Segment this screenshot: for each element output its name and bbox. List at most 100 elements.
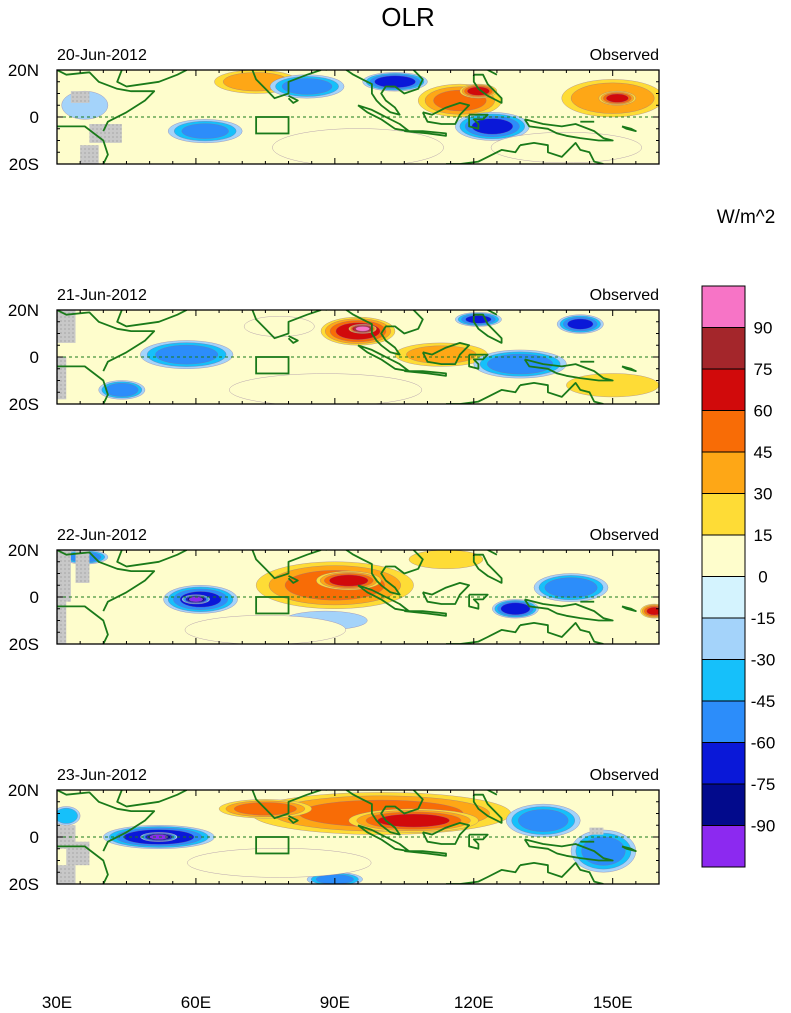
anomaly-blob (269, 74, 345, 99)
y-tick-label: 20S (9, 635, 39, 654)
anomaly-blob (316, 570, 382, 591)
colorbar-label: 15 (754, 526, 773, 545)
anomaly-level (487, 353, 553, 375)
missing-data-area (57, 550, 71, 602)
anomaly-blob (598, 90, 636, 106)
panels-group: 20N 0 20S 20-Jun-2012 Observed 20N 0 20S 21-Jun-… (8, 47, 660, 894)
missing-data-area (89, 124, 122, 143)
panel-1: 20N 0 20S 20-Jun-2012 Observed (8, 47, 660, 174)
coastline (116, 550, 188, 568)
coastlines (57, 310, 637, 404)
colorbar-swatch (701, 410, 746, 453)
panel-label: Observed (590, 527, 659, 544)
panel-label: Observed (590, 767, 659, 784)
colorbar-swatch (701, 534, 746, 577)
colorbar-swatch (701, 327, 746, 370)
coastline (468, 833, 489, 850)
panel-label: Observed (590, 287, 659, 304)
panel-4: 20N 0 20S 23-Jun-2012 Observed (8, 767, 660, 894)
coastline (621, 845, 637, 852)
missing-data-area (57, 865, 76, 884)
anomaly-blob (408, 550, 484, 569)
coastline (446, 384, 521, 404)
coastline (472, 313, 503, 344)
anomaly-blob (490, 132, 642, 163)
colorbar-label: 60 (754, 402, 773, 421)
colorbar-label: 30 (754, 485, 773, 504)
highlight-box (255, 596, 290, 615)
anomaly-level (606, 93, 629, 103)
colorbar-swatch (701, 742, 746, 785)
panel-label: Observed (590, 47, 659, 64)
coastline (621, 605, 637, 612)
anomaly-blob (243, 316, 315, 337)
y-tick-label: 20N (8, 541, 39, 560)
anomaly-blob (184, 615, 346, 644)
anomaly-level (155, 344, 219, 365)
coastline (487, 310, 498, 316)
colorbar-swatch (701, 493, 746, 536)
colorbar-swatch (701, 576, 746, 619)
coastline (523, 118, 614, 142)
highlight-box (255, 836, 290, 855)
anomaly-blob (187, 848, 372, 878)
coastlines (57, 550, 637, 644)
anomaly-level (243, 316, 315, 337)
anomaly-level (187, 848, 372, 878)
x-tick-label: 90E (320, 993, 350, 1012)
coastline (421, 341, 471, 366)
coastline (57, 310, 156, 372)
units-label: W/m^2 (717, 207, 776, 228)
colorbar-label: -90 (751, 817, 776, 836)
anomaly-level (646, 607, 659, 616)
y-tick-label: 20S (9, 155, 39, 174)
coastline (519, 862, 604, 884)
panel-date: 22-Jun-2012 (57, 527, 147, 544)
coastlines (57, 70, 637, 164)
missing-data-area (66, 841, 90, 866)
y-tick-label: 20N (8, 781, 39, 800)
colorbar-swatch (701, 700, 746, 743)
colorbar-label: -30 (751, 651, 776, 670)
x-tick-label: 120E (454, 993, 494, 1012)
highlight-box (255, 356, 290, 375)
coastline (421, 582, 471, 605)
anomaly-blob (570, 829, 636, 873)
coastline (228, 70, 322, 100)
coastline (325, 790, 424, 836)
anomaly-level (518, 809, 569, 832)
coastline (228, 310, 322, 340)
anomaly-blob (229, 373, 422, 404)
anomaly-blob (459, 83, 498, 99)
coastline (523, 358, 614, 382)
coastline (287, 575, 299, 584)
coastline (57, 365, 109, 404)
coastline (325, 70, 424, 116)
y-tick-label: 20N (8, 301, 39, 320)
anomaly-blob (181, 594, 210, 605)
anomaly-level (281, 78, 333, 95)
coastline (287, 815, 299, 824)
y-tick-label: 0 (30, 348, 39, 367)
y-tick-label: 20S (9, 395, 39, 414)
colorbar-label: -15 (751, 609, 776, 628)
coastline (621, 365, 637, 373)
missing-data-area (589, 827, 604, 835)
missing-data-area (70, 91, 90, 103)
anomaly-blob (57, 806, 81, 826)
coastline (57, 845, 109, 884)
coastline (404, 370, 447, 377)
anomaly-blob (167, 119, 243, 144)
coastline (325, 310, 424, 356)
coastline (287, 94, 299, 104)
anomaly-level (544, 577, 598, 598)
colorbar-swatch (701, 617, 746, 660)
coastline (519, 141, 604, 164)
anomaly-blob (566, 373, 659, 398)
anomaly-level (329, 574, 369, 587)
anomaly-level (567, 318, 594, 330)
panel-field (57, 790, 659, 884)
panel-3: 20N 0 20S 22-Jun-2012 Observed (8, 527, 660, 654)
colorbar-swatch (701, 825, 746, 868)
